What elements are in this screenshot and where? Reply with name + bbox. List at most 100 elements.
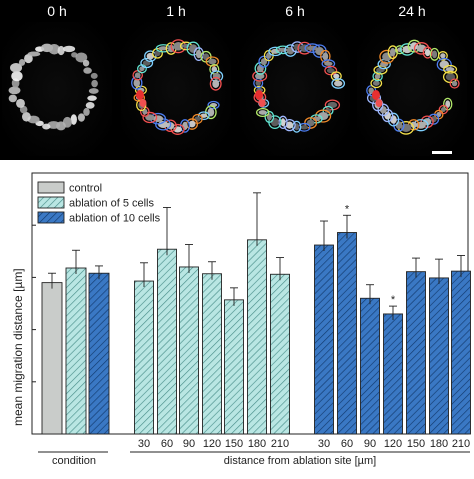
legend-swatch-control	[37, 181, 65, 194]
bar-condition-1	[65, 267, 87, 435]
legend-label-control: control	[69, 183, 102, 195]
cell-nucleus	[145, 114, 155, 121]
cell-nucleus	[432, 50, 438, 59]
cell-outline	[373, 65, 388, 75]
cell-outline	[449, 78, 460, 89]
cell-outline	[379, 49, 395, 64]
legend-swatch-ten	[37, 211, 65, 224]
cell-nucleus	[400, 123, 412, 133]
bar-condition-2	[88, 272, 110, 435]
legend-label-ten: ablation of 10 cells	[69, 213, 161, 225]
cell-nucleus	[22, 112, 31, 122]
cell-nucleus	[146, 52, 154, 60]
cell-outline	[370, 78, 383, 89]
cell-nucleus	[374, 73, 381, 80]
bar-ten-1	[337, 232, 357, 435]
x-tick-label: 150	[225, 438, 243, 450]
cell-nucleus	[24, 53, 33, 64]
cell-nucleus	[410, 121, 418, 128]
bar-five-0	[134, 280, 154, 435]
cell-nucleus	[18, 58, 26, 66]
ablated-cell	[372, 90, 380, 100]
cell-outline	[387, 45, 398, 60]
cell-nucleus	[90, 72, 98, 79]
cell-nucleus	[280, 118, 286, 127]
cell-nucleus	[8, 86, 21, 95]
cell-outline	[264, 110, 275, 123]
legend-label-five: ablation of 5 cells	[69, 198, 154, 210]
cell-nucleus	[157, 120, 169, 128]
cell-nucleus	[202, 53, 210, 61]
panel-time-label: 0 h	[47, 3, 66, 19]
cell-nucleus	[334, 80, 343, 87]
cell-nucleus	[440, 53, 446, 59]
cell-outline	[142, 111, 158, 124]
cell-outline	[197, 111, 210, 121]
bar-ten-2	[360, 297, 380, 435]
cell-nucleus	[27, 51, 41, 57]
cell-nucleus	[87, 95, 97, 101]
bar-five-2	[179, 266, 199, 435]
cell-outline	[254, 62, 267, 75]
cell-nucleus	[445, 73, 456, 81]
cell-nucleus	[75, 52, 88, 63]
cell-nucleus	[8, 94, 17, 103]
panel-0: 0 h	[2, 0, 112, 158]
cell-outline	[413, 42, 430, 55]
bar-ten-0	[314, 244, 334, 435]
cell-nucleus	[445, 100, 451, 108]
cell-outline	[372, 71, 383, 82]
panel-time-label: 6 h	[285, 3, 304, 19]
panel-2: 6 h	[240, 0, 350, 158]
cell-nucleus	[82, 59, 90, 67]
cell-nucleus	[384, 111, 391, 120]
cell-nucleus	[63, 45, 76, 53]
cell-nucleus	[16, 98, 25, 108]
cell-outline	[422, 46, 433, 59]
cell-outline	[330, 71, 342, 82]
cell-outline	[152, 47, 163, 59]
bar-condition-0	[41, 282, 63, 435]
cell-nucleus	[300, 125, 308, 130]
cell-nucleus	[195, 49, 202, 59]
cell-nucleus	[389, 47, 396, 57]
condition-label: condition	[52, 455, 96, 467]
significance-star: *	[345, 203, 350, 215]
cell-nucleus	[266, 52, 272, 59]
bar-five-3	[202, 273, 222, 435]
cell-nucleus	[322, 52, 329, 61]
cell-nucleus	[139, 66, 145, 72]
cell-nucleus	[333, 73, 340, 79]
cell-nucleus	[260, 58, 268, 66]
cell-nucleus	[451, 80, 458, 87]
bar-ten-6	[451, 270, 471, 435]
cell-outline	[443, 64, 458, 74]
cell-nucleus	[324, 61, 333, 66]
cell-nucleus	[133, 78, 141, 88]
ablated-cell	[255, 90, 263, 100]
x-tick-label: 90	[364, 438, 376, 450]
legend-swatch-five	[37, 196, 65, 209]
bar-chart: mean migration distance [µm] 30 60 90 120 150…	[11, 172, 471, 467]
cell-nucleus	[57, 45, 65, 56]
cell-nucleus	[134, 72, 141, 79]
cell-nucleus	[440, 107, 446, 112]
cell-outline	[193, 47, 204, 61]
cell-nucleus	[208, 58, 217, 65]
cell-nucleus	[11, 71, 23, 82]
cell-outline	[144, 50, 157, 62]
cell-nucleus	[10, 62, 23, 73]
bar-ten-5	[429, 277, 449, 435]
significance-star: *	[391, 294, 396, 306]
cell-nucleus	[154, 50, 161, 57]
cell-outline	[205, 56, 220, 67]
cell-nucleus	[42, 123, 51, 130]
x-tick-label: 180	[248, 438, 266, 450]
ablated-cell	[375, 99, 383, 107]
cell-nucleus	[91, 79, 98, 88]
bar-ten-4	[406, 271, 426, 435]
bar-five-4	[224, 299, 244, 435]
cell-nucleus	[255, 80, 261, 86]
x-tick-label: 60	[161, 438, 173, 450]
